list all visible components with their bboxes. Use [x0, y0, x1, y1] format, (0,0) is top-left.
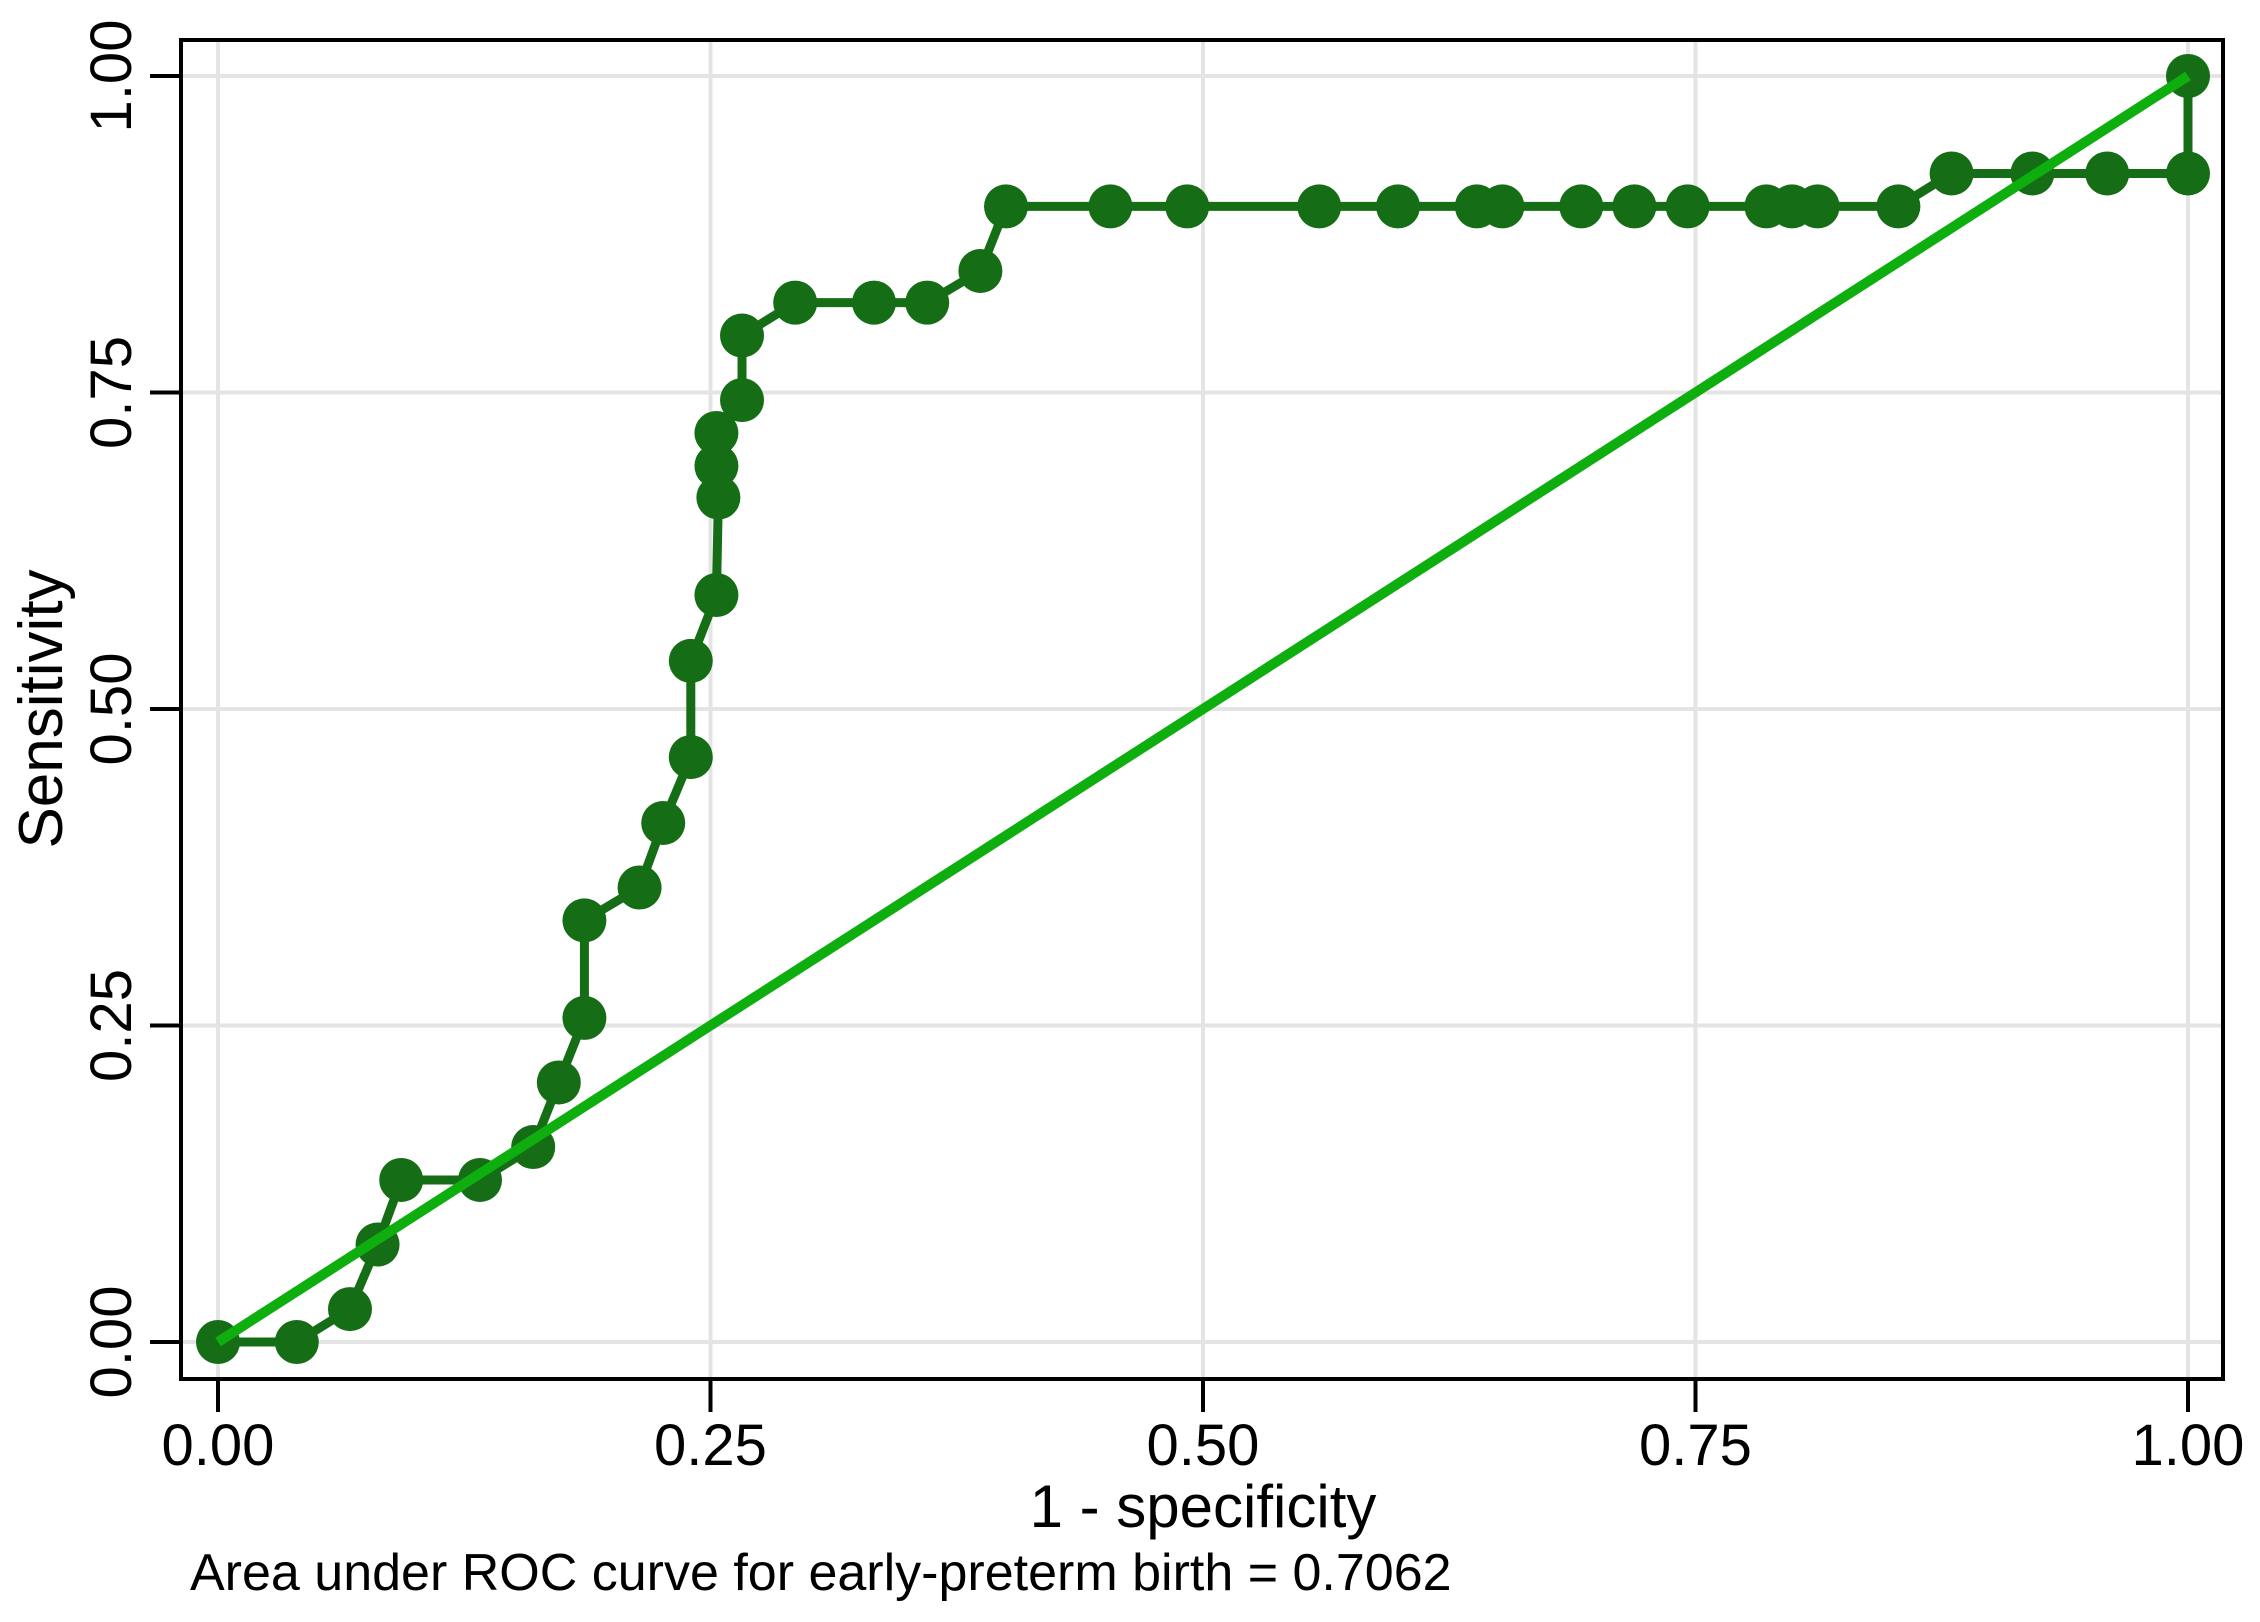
y-axis-tick-label: 1.00 — [79, 20, 144, 133]
x-axis-title: 1 - specificity — [1030, 1473, 1377, 1540]
y-axis-tick-label: 0.00 — [79, 1286, 144, 1399]
y-axis-tick-label: 0.50 — [79, 653, 144, 766]
roc-point — [694, 443, 739, 488]
roc-point — [379, 1157, 424, 1202]
roc-point — [2166, 151, 2210, 196]
roc-point — [641, 800, 686, 845]
roc-point — [562, 898, 607, 943]
caption: Area under ROC curve for early-preterm b… — [190, 1544, 1452, 1602]
roc-point — [958, 248, 1003, 293]
roc-point — [694, 411, 739, 456]
x-axis-tick-label: 1.00 — [2132, 1413, 2245, 1478]
roc-point — [1665, 184, 1710, 229]
roc-point — [536, 1060, 581, 1105]
roc-point — [1480, 184, 1525, 229]
roc-point — [1795, 184, 1840, 229]
roc-point — [720, 378, 765, 423]
roc-point — [773, 280, 818, 325]
x-axis-tick-label: 0.75 — [1639, 1413, 1752, 1478]
roc-point — [1929, 151, 1974, 196]
chart-layers: 0.00 0.25 0.50 0.75 1.00 0.00 0.25 0.50 0.75 1.00 — [79, 20, 2244, 1478]
roc-point — [1088, 184, 1133, 229]
y-axis-title: Sensitivity — [7, 569, 76, 848]
roc-point — [562, 995, 607, 1040]
roc-point — [1297, 184, 1342, 229]
roc-point — [720, 313, 765, 358]
x-axis-tick-label: 0.25 — [654, 1413, 767, 1478]
roc-point — [668, 735, 713, 780]
roc-point — [274, 1320, 319, 1364]
x-axis-tick-label: 0.50 — [1147, 1413, 1260, 1478]
roc-point — [905, 280, 950, 325]
roc-point — [1559, 184, 1604, 229]
roc-point — [668, 638, 713, 683]
reference-diagonal-line — [215, 71, 2191, 1347]
roc-point — [1876, 184, 1921, 229]
roc-point — [617, 865, 662, 910]
roc-point — [1612, 184, 1657, 229]
roc-point — [1165, 184, 1210, 229]
y-axis-tick-label: 0.75 — [79, 336, 144, 449]
x-axis-tick-label: 0.00 — [162, 1413, 275, 1478]
roc-point — [852, 280, 897, 325]
y-axis-tick-label: 0.25 — [79, 969, 144, 1082]
roc-point — [694, 573, 739, 618]
roc-point — [2085, 151, 2130, 196]
roc-point — [1376, 184, 1421, 229]
roc-point — [327, 1287, 372, 1332]
roc-point — [984, 184, 1028, 229]
roc-point — [696, 475, 741, 520]
